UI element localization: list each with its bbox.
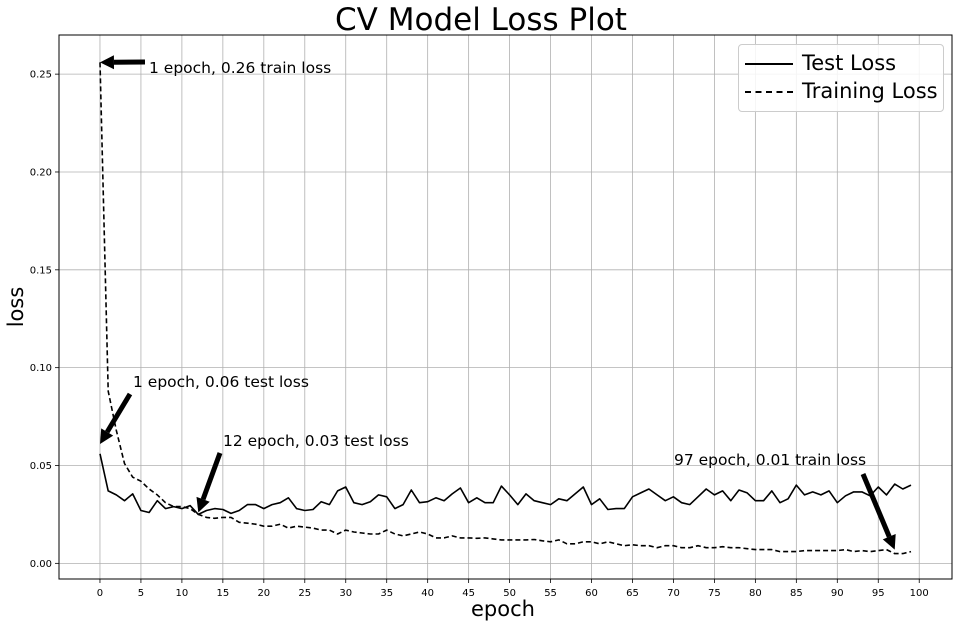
y-tick-label: 0.10 [30, 363, 52, 374]
annotation-arrow-head [100, 428, 114, 444]
y-tick-label: 0.00 [30, 559, 52, 570]
annotation-arrow-head [196, 496, 210, 513]
annotation-arrow-head [882, 534, 896, 550]
axes-frame [58, 34, 953, 580]
x-tick-label: 85 [790, 588, 803, 599]
y-tick-label: 0.15 [30, 265, 52, 276]
series-layer [99, 62, 912, 555]
annotation-test-loss-epoch-12: 12 epoch, 0.03 test loss [223, 432, 409, 450]
legend-item-test-loss: Test Loss [745, 51, 941, 77]
annotation-train-loss-epoch-1: 1 epoch, 0.26 train loss [149, 59, 332, 77]
x-tick-label: 25 [298, 588, 311, 599]
legend: Test Loss Training Loss [738, 44, 944, 112]
annotation-arrow-head [100, 55, 114, 70]
x-tick-label: 95 [872, 588, 885, 599]
chart-title: CV Model Loss Plot [335, 2, 627, 38]
x-tick-label: 100 [910, 588, 929, 599]
y-tick-label: 0.05 [30, 461, 52, 472]
y-tick-label: 0.25 [30, 70, 52, 81]
x-tick-label: 30 [339, 588, 352, 599]
x-tick-label: 45 [462, 588, 475, 599]
x-tick-label: 10 [176, 588, 189, 599]
x-tick-label: 40 [421, 588, 434, 599]
x-tick-label: 0 [97, 588, 103, 599]
x-tick-label: 15 [216, 588, 229, 599]
x-axis-label: epoch [471, 597, 535, 621]
axis-ticks: 0 5 10 15 20 25 30 35 40 45 50 55 60 65 70 75 80 85 90 95 10… [30, 70, 929, 599]
annotation-arrow-shaft [200, 452, 223, 501]
training-loss-line [99, 62, 912, 555]
annotation-test-loss-epoch-1: 1 epoch, 0.06 test loss [133, 373, 309, 391]
grid [59, 35, 952, 579]
x-tick-label: 50 [503, 588, 516, 599]
legend-item-training-loss: Training Loss [745, 79, 941, 105]
test-loss-line [99, 453, 912, 516]
y-tick-label: 0.20 [30, 167, 52, 178]
x-tick-label: 90 [831, 588, 844, 599]
legend-label-test-loss: Test Loss [802, 51, 897, 75]
x-tick-label: 80 [749, 588, 762, 599]
annotation-train-loss-epoch-97: 97 epoch, 0.01 train loss [674, 451, 867, 469]
x-tick-label: 20 [257, 588, 270, 599]
x-tick-label: 65 [626, 588, 639, 599]
x-tick-label: 70 [667, 588, 680, 599]
x-tick-label: 5 [138, 588, 144, 599]
x-tick-label: 75 [708, 588, 721, 599]
x-tick-label: 55 [544, 588, 557, 599]
legend-solid-line-swatch [745, 63, 793, 65]
y-axis-label: loss [4, 286, 28, 328]
legend-label-training-loss: Training Loss [802, 79, 938, 103]
annotation-arrow-shaft [105, 392, 133, 434]
x-tick-label: 60 [585, 588, 598, 599]
annotation-arrow-shaft [860, 473, 892, 538]
annotation-arrows [100, 55, 896, 550]
x-tick-label: 35 [380, 588, 393, 599]
legend-dashed-line-swatch [745, 91, 793, 93]
